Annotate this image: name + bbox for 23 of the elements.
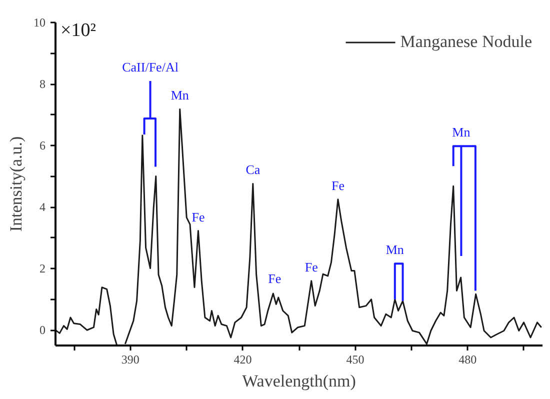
y-tick-label: 0 xyxy=(40,323,46,338)
x-tick-label: 450 xyxy=(346,352,364,366)
x-axis-title: Wavelength(nm) xyxy=(242,372,356,390)
annotation: Fe xyxy=(192,209,205,224)
y-tick-label: 8 xyxy=(40,77,46,92)
annotation: Mn xyxy=(452,124,471,140)
annotation: Mn xyxy=(386,242,404,258)
annotation: Fe xyxy=(331,178,345,193)
x-tick-label: 390 xyxy=(121,352,140,366)
x-tick-label: 480 xyxy=(458,352,477,366)
y-tick-label: 4 xyxy=(40,200,46,214)
legend-label: Manganese Nodule xyxy=(400,32,532,52)
annotation: Mn xyxy=(170,88,190,103)
annotation: Fe xyxy=(268,271,282,286)
y-tick-label: 10 xyxy=(34,16,46,30)
annotation: Ca xyxy=(246,162,260,178)
y-axis-title: Intensity(a.u.) xyxy=(6,136,26,232)
annotation: Fe xyxy=(304,259,318,274)
annotation: CaII/Fe/Al xyxy=(122,59,179,74)
y-tick-label: 6 xyxy=(40,138,46,153)
y-tick-label: 2 xyxy=(40,262,46,276)
x-tick-label: 420 xyxy=(234,352,252,366)
annotation: ×10² xyxy=(60,20,96,41)
